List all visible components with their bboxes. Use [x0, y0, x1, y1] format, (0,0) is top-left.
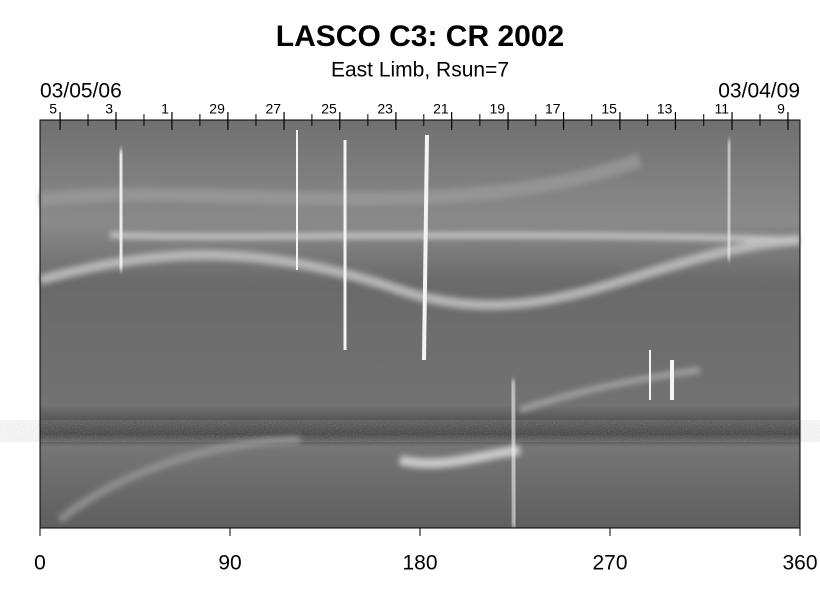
top-tick-label: 15 [601, 101, 617, 117]
top-tick-label: 17 [545, 101, 561, 117]
x-tick-label: 180 [402, 552, 437, 575]
top-tick-label: 21 [433, 101, 449, 117]
top-tick-label: 23 [377, 101, 393, 117]
synoptic-image [38, 120, 801, 529]
x-tick-label: 270 [592, 552, 627, 575]
top-tick-label: 19 [489, 101, 505, 117]
chart-subtitle: East Limb, Rsun=7 [331, 59, 509, 82]
x-tick-label: 360 [782, 552, 817, 575]
top-tick-label: 9 [777, 101, 785, 117]
start-date: 03/05/06 [40, 80, 122, 103]
x-tick-label: 0 [34, 552, 46, 575]
end-date: 03/04/09 [718, 80, 800, 103]
top-tick-label: 5 [49, 101, 57, 117]
top-tick-label: 29 [209, 101, 225, 117]
top-tick-label: 3 [105, 101, 113, 117]
x-tick-label: 90 [218, 552, 241, 575]
top-tick-label: 13 [657, 101, 673, 117]
chart-title: LASCO C3: CR 2002 [276, 20, 564, 53]
top-tick-label: 27 [265, 101, 281, 117]
top-tick-label: 11 [714, 101, 729, 117]
top-tick-label: 25 [321, 101, 337, 117]
top-tick-label: 1 [161, 101, 169, 117]
